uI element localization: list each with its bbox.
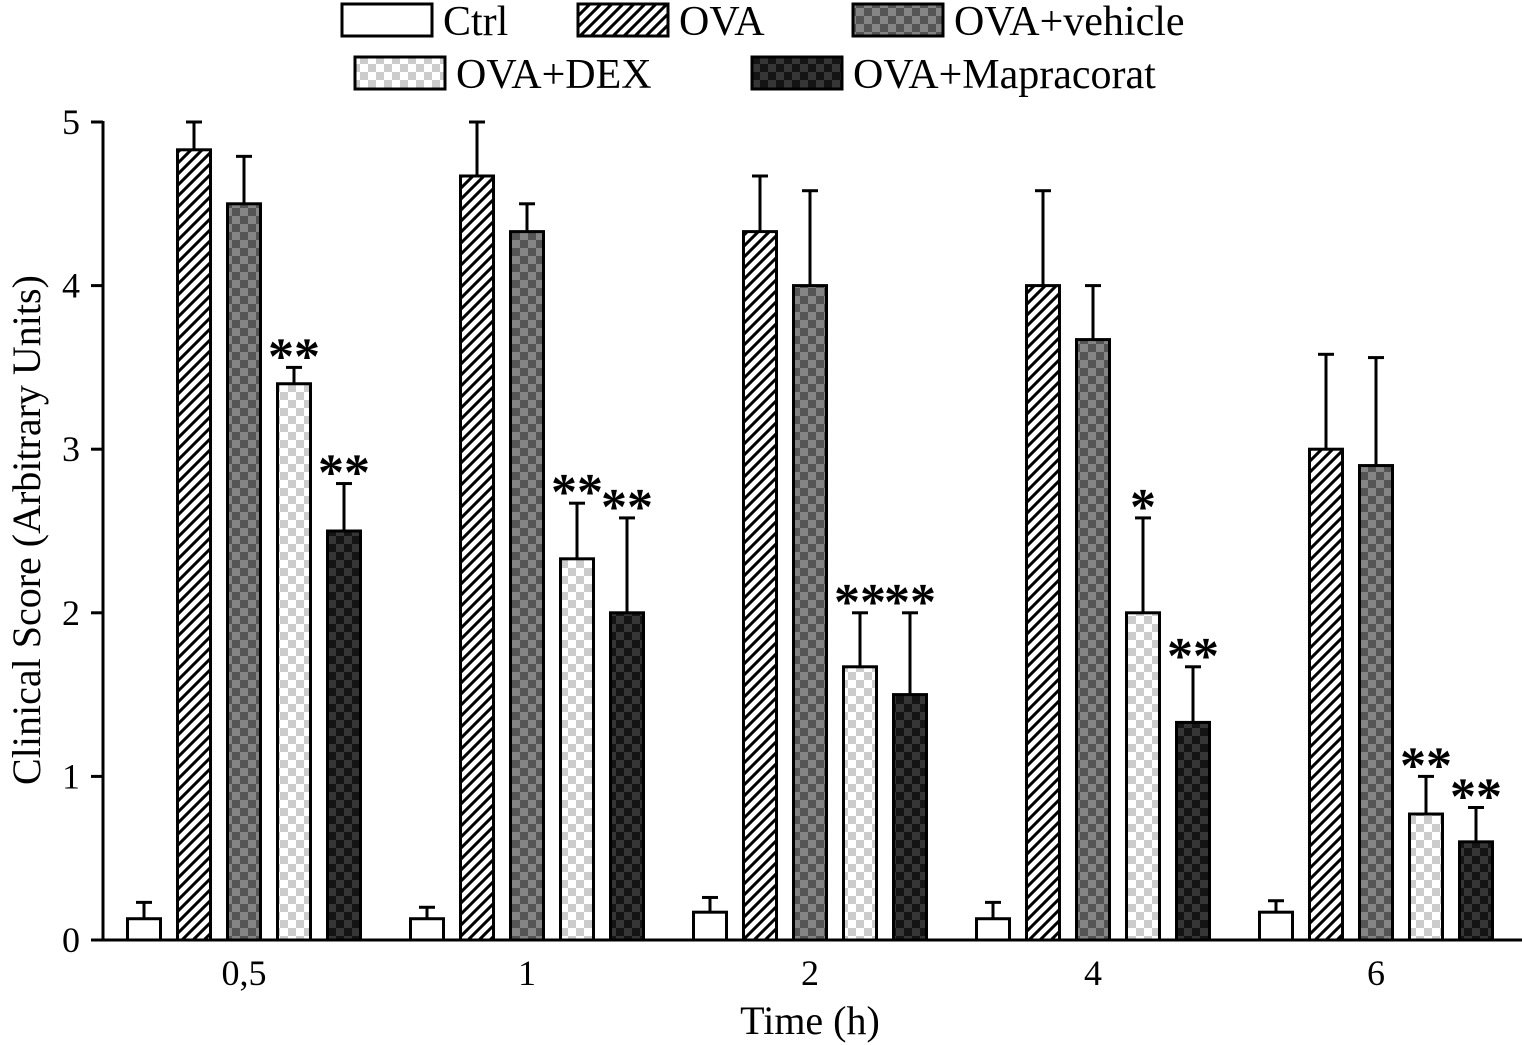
legend: Ctrl OVA OVA+vehicle OVA+DEX OVA+Mapracorat [340, 0, 1185, 98]
y-tick-label: 2 [62, 593, 80, 633]
bar-group: **** [1258, 352, 1502, 942]
bar-ova-dex [1408, 812, 1444, 942]
y-axis-label: Clinical Score (Arbitrary Units) [4, 275, 49, 785]
bar-ctrl [126, 917, 162, 942]
bar-group: **** [409, 120, 653, 942]
significance-marker: ** [884, 574, 936, 631]
legend-swatch [576, 2, 670, 38]
x-tick-label: 4 [1084, 953, 1102, 993]
y-ticks: 0 1 2 3 4 5 [62, 102, 103, 960]
bar-ova-mapracorat [1458, 840, 1494, 942]
significance-marker: ** [318, 445, 370, 502]
axes-layer [101, 121, 1522, 942]
legend-label: OVA+Mapracorat [853, 52, 1156, 98]
bar-ctrl [692, 910, 728, 942]
significance-marker: ** [551, 464, 603, 521]
legend-label: OVA+vehicle [954, 0, 1185, 45]
significance-marker: ** [601, 479, 653, 536]
legend-item: Ctrl [340, 0, 508, 45]
x-tick-label: 2 [801, 953, 819, 993]
legend-label: OVA [679, 0, 765, 45]
bar-ova-vehicle [509, 230, 545, 942]
bar-ova-dex [559, 557, 595, 942]
y-tick-label: 5 [62, 102, 80, 142]
significance-marker: ** [1167, 628, 1219, 685]
bar-ova-mapracorat [1175, 720, 1211, 942]
y-tick-label: 0 [62, 920, 80, 960]
x-tick-label: 0,5 [222, 953, 267, 993]
bar-ova-dex [276, 382, 312, 942]
x-axis-label: Time (h) [740, 998, 880, 1043]
bar-ova-mapracorat [326, 529, 362, 942]
legend-label: Ctrl [443, 0, 508, 45]
significance-marker: * [1130, 479, 1156, 536]
bar-ova-mapracorat [609, 611, 645, 942]
bar-ova-dex [842, 665, 878, 942]
legend-swatch [353, 55, 447, 91]
bar-ova [742, 230, 778, 942]
bar-group: *** [975, 189, 1219, 942]
bar-ctrl [409, 917, 445, 942]
legend-label: OVA+DEX [456, 52, 652, 98]
bars-layer: **** *************** [126, 120, 1502, 942]
legend-swatch [750, 55, 844, 91]
y-tick-label: 4 [62, 266, 80, 306]
bar-group: **** [692, 174, 936, 942]
bar-ctrl [975, 917, 1011, 942]
legend-item: OVA+DEX [353, 52, 652, 98]
legend-item: OVA+Mapracorat [750, 52, 1156, 98]
bar-ova-vehicle [1358, 464, 1394, 942]
y-tick-label: 1 [62, 756, 80, 796]
bar-ova-vehicle [792, 284, 828, 942]
x-ticks: 0,5 1 2 4 6 [222, 953, 1386, 993]
significance-marker: ** [268, 328, 320, 385]
x-tick-label: 1 [518, 953, 536, 993]
significance-marker: ** [1400, 737, 1452, 794]
bar-ova [459, 174, 495, 942]
legend-swatch [340, 2, 434, 38]
bar-ova-vehicle [1075, 338, 1111, 942]
significance-marker: ** [834, 574, 886, 631]
bar-ova-dex [1125, 611, 1161, 942]
bar-ova [1308, 447, 1344, 942]
bar-ova [1025, 284, 1061, 942]
legend-item: OVA [576, 0, 765, 45]
bar-ova-vehicle [226, 202, 262, 942]
x-tick-label: 6 [1367, 953, 1385, 993]
bar-group: ** ** [126, 120, 370, 942]
significance-marker: ** [1450, 768, 1502, 825]
bar-ctrl [1258, 910, 1294, 942]
y-tick-label: 3 [62, 429, 80, 469]
bar-ova-mapracorat [892, 693, 928, 942]
legend-swatch [851, 2, 945, 38]
bar-ova [176, 148, 212, 942]
legend-item: OVA+vehicle [851, 0, 1185, 45]
